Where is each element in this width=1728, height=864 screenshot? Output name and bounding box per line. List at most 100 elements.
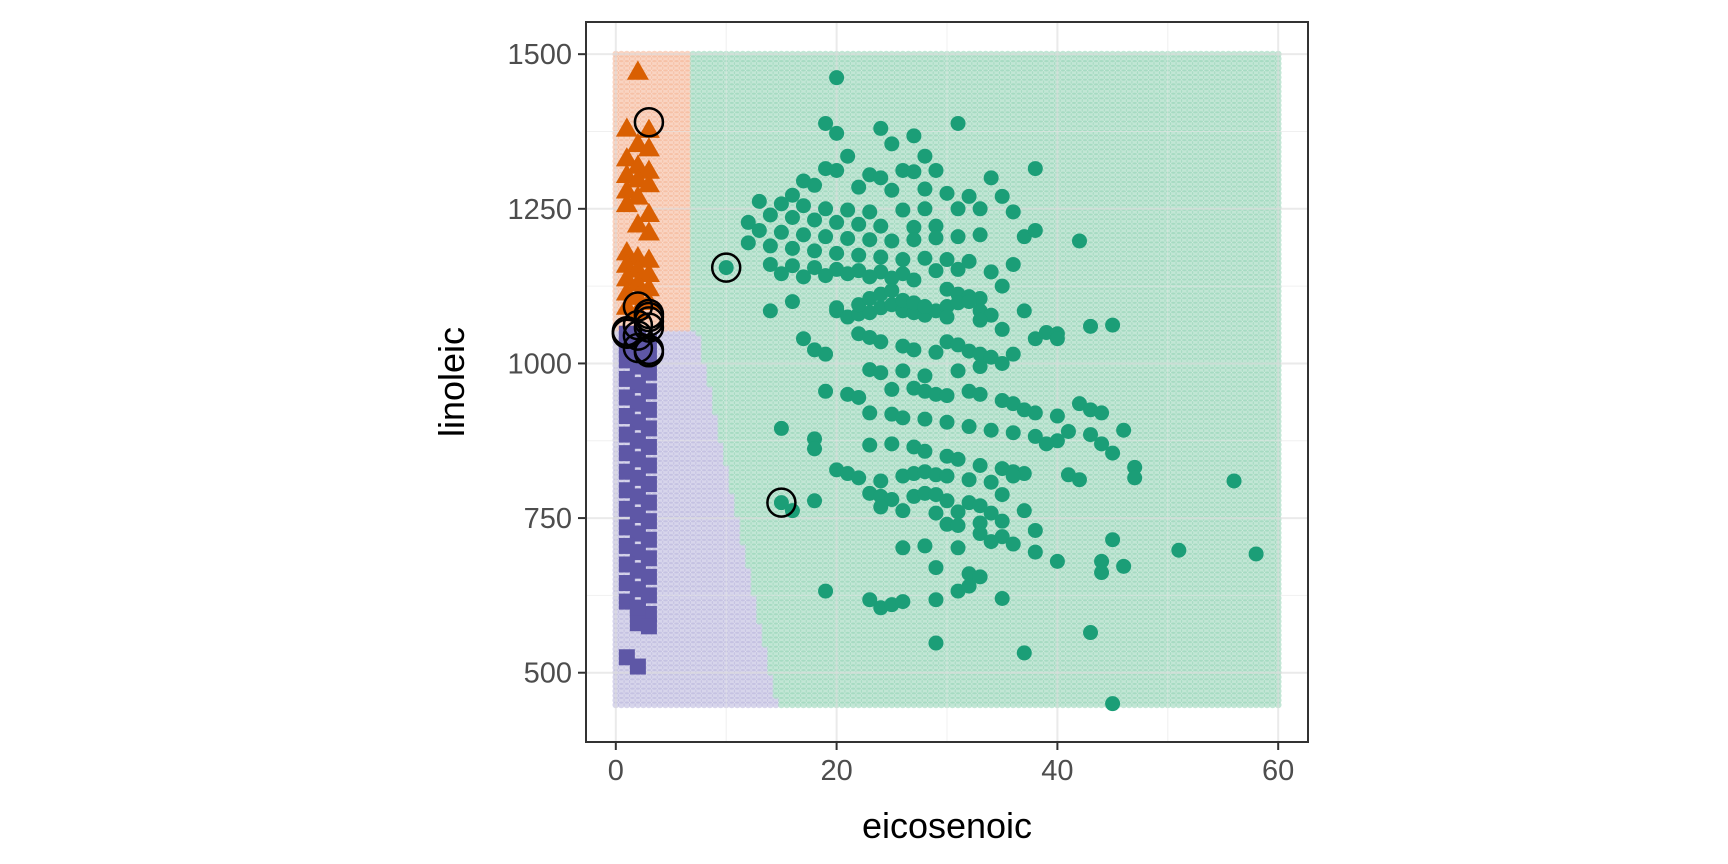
region-cell (667, 636, 675, 644)
region-cell (684, 608, 691, 616)
region-cell (673, 599, 680, 607)
region-cell (656, 385, 664, 393)
region-cell (662, 74, 669, 81)
region-cell (684, 278, 691, 286)
region-cell (673, 487, 680, 495)
region-cell (651, 692, 658, 699)
region-cell (623, 64, 631, 72)
region-cell (623, 218, 631, 225)
region-cell (667, 199, 675, 207)
region-cell (662, 180, 669, 188)
region-cell (634, 641, 642, 648)
region-cell (662, 404, 669, 411)
region-cell (667, 645, 675, 653)
region-cell (678, 64, 686, 72)
region-cell (684, 134, 691, 142)
region-cell (656, 422, 664, 430)
region-cell (623, 682, 631, 690)
region-cell (684, 241, 691, 249)
region-cell (667, 227, 675, 235)
region-cell (684, 343, 691, 351)
region-cell (678, 250, 686, 258)
region-cell (673, 74, 680, 81)
region-cell (623, 111, 631, 118)
region-cell (684, 431, 691, 439)
region-cell (645, 78, 653, 86)
region-cell (678, 399, 686, 407)
region-cell (684, 213, 691, 221)
region-cell (651, 92, 658, 100)
region-cell (667, 548, 675, 555)
region-cell (662, 394, 669, 402)
region-cell (673, 445, 680, 453)
region-cell (656, 636, 664, 644)
region-cell (678, 259, 686, 267)
region-cell (678, 120, 686, 128)
region-cell (673, 180, 680, 188)
region-cell (673, 301, 680, 309)
region-cell (656, 524, 664, 532)
region-cell (656, 608, 664, 616)
region-cell (617, 92, 625, 100)
region-cell (673, 575, 680, 583)
region-cell (684, 324, 691, 332)
region-cell (628, 97, 636, 105)
region-cell (662, 139, 669, 146)
region-cell (678, 436, 686, 444)
region-cell (678, 510, 686, 518)
region-cell (617, 236, 625, 244)
region-cell (667, 580, 675, 588)
region-cell (640, 673, 647, 681)
region-cell (678, 390, 686, 397)
region-cell (667, 60, 675, 67)
region-cell (662, 264, 669, 272)
region-cell (656, 664, 664, 672)
region-cell (667, 506, 675, 514)
region-cell (673, 380, 680, 388)
region-cell (645, 87, 653, 95)
region-cell (640, 97, 647, 105)
region-cell (678, 664, 686, 672)
region-cell (628, 636, 636, 644)
region-cell (678, 97, 686, 105)
region-cell (667, 524, 675, 532)
region-cell (673, 83, 680, 91)
region-cell (656, 650, 664, 658)
region-cell (617, 696, 625, 704)
region-cell (656, 208, 664, 216)
region-cell (656, 469, 664, 476)
region-cell (662, 701, 669, 709)
region-cell (617, 101, 625, 109)
region-cell (628, 696, 636, 704)
region-cell (662, 232, 669, 239)
region-cell (617, 87, 625, 95)
region-cell (673, 552, 680, 560)
region-cell (656, 413, 664, 421)
region-cell (673, 264, 680, 272)
region-cell (645, 97, 653, 105)
region-cell (640, 92, 647, 100)
region-cell (640, 636, 647, 644)
region-cell (667, 571, 675, 579)
region-cell (673, 232, 680, 239)
region-cell (645, 701, 653, 709)
region-cell (662, 250, 669, 258)
region-cell (684, 194, 691, 202)
region-cell (673, 636, 680, 644)
region-cell (684, 575, 691, 583)
region-cell (662, 501, 669, 509)
region-cell (684, 348, 691, 356)
region-cell (667, 92, 675, 100)
region-cell (678, 371, 686, 379)
region-cell (617, 664, 625, 672)
region-cell (628, 631, 636, 639)
region-cell (673, 297, 680, 304)
region-cell (667, 678, 675, 686)
region-cell (662, 413, 669, 421)
region-cell (656, 148, 664, 156)
region-cell (667, 64, 675, 72)
region-cell (673, 134, 680, 142)
region-cell (640, 83, 647, 91)
region-cell (667, 408, 675, 416)
region-cell (667, 455, 675, 462)
